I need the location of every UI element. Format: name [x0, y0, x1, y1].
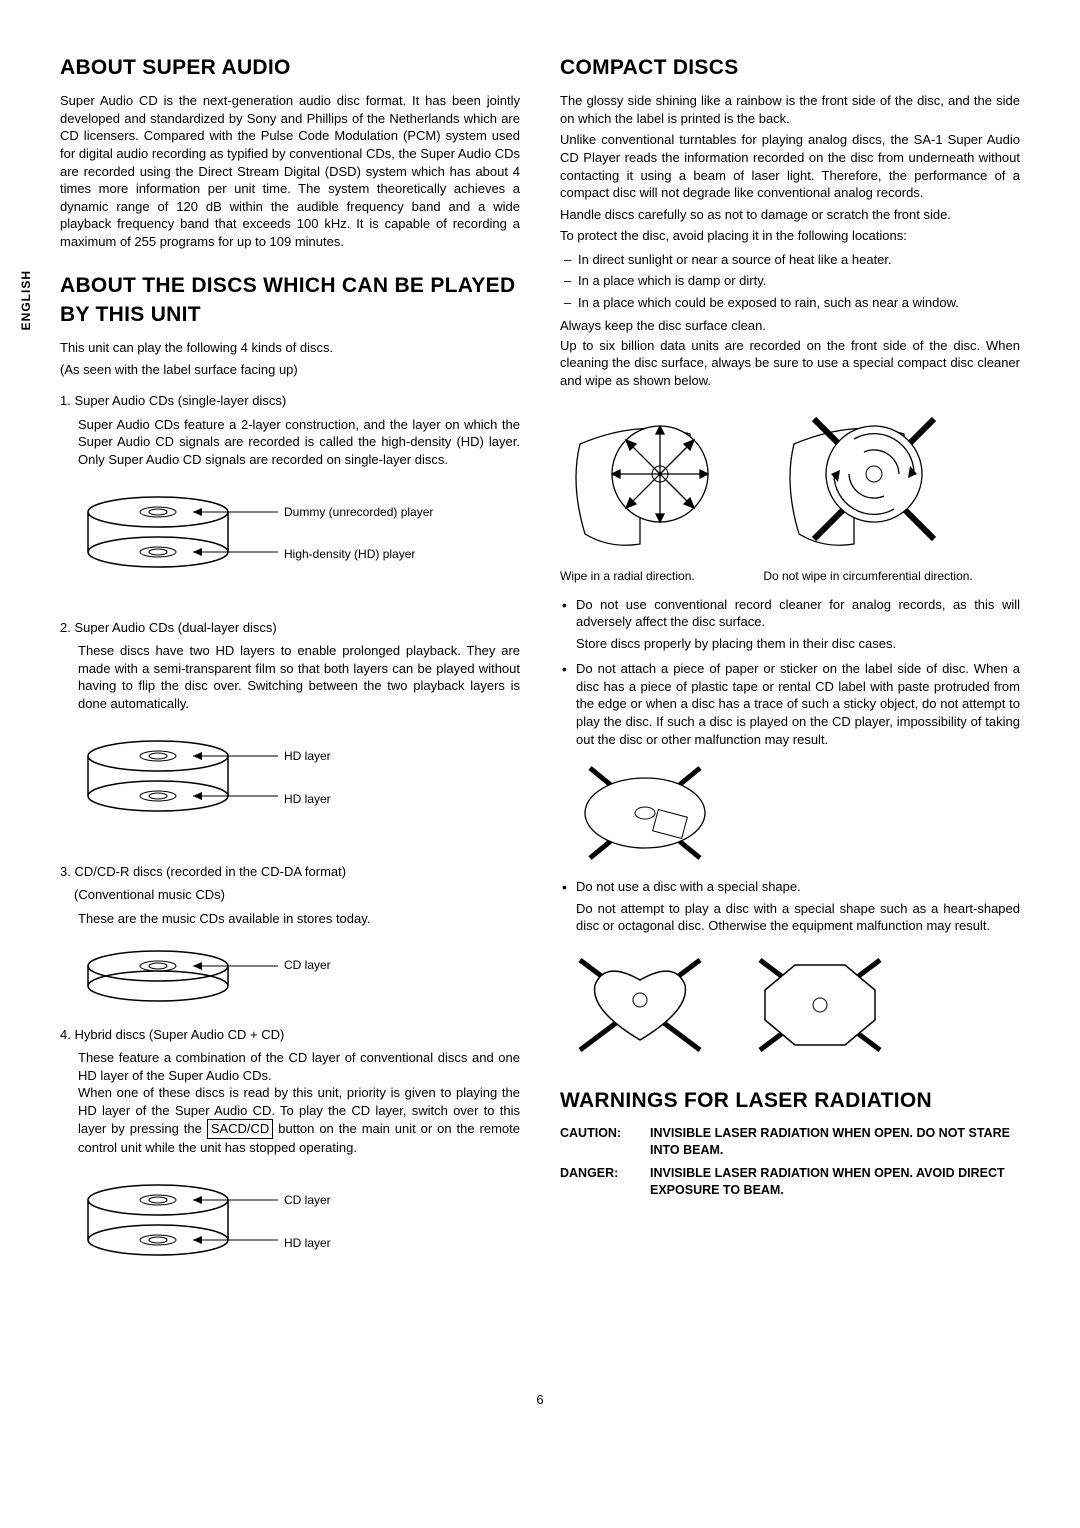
disc-3-body: These are the music CDs available in sto… — [78, 910, 520, 928]
disc-4-label-2-text: HD layer — [284, 1235, 464, 1251]
danger-label: DANGER: — [560, 1165, 650, 1199]
laser-warnings-section: WARNINGS FOR LASER RADIATION CAUTION: IN… — [560, 1087, 1020, 1199]
about-super-audio-text: Super Audio CD is the next-generation au… — [60, 92, 520, 250]
language-tab: ENGLISH — [18, 270, 34, 330]
disc-3-subtitle: (Conventional music CDs) — [74, 886, 520, 904]
avoid-3: In a place which could be exposed to rai… — [564, 294, 1020, 312]
avoid-locations-list: In direct sunlight or near a source of h… — [564, 251, 1020, 312]
disc-type-1: 1. Super Audio CDs (single-layer discs) … — [60, 392, 520, 641]
disc-type-3: 3. CD/CD-R discs (recorded in the CD-DA … — [60, 863, 520, 1028]
disc-2-diagram: HD layer HD layer — [78, 726, 520, 884]
disc-1-body: Super Audio CDs feature a 2-layer constr… — [78, 416, 520, 469]
wipe-captions: Wipe in a radial direction. Do not wipe … — [560, 568, 1020, 584]
cd-p2: Unlike conventional turntables for playi… — [560, 131, 1020, 201]
cd-p3: Handle discs carefully so as not to dama… — [560, 206, 1020, 224]
about-discs-section: ABOUT THE DISCS WHICH CAN BE PLAYED BY T… — [60, 272, 520, 1328]
about-super-audio-heading: ABOUT SUPER AUDIO — [60, 54, 520, 82]
disc-2-title: 2. Super Audio CDs (dual-layer discs) — [60, 619, 520, 637]
disc-4-label-1-text: CD layer — [284, 1192, 464, 1208]
cd-p4: To protect the disc, avoid placing it in… — [560, 227, 1020, 245]
disc-4-title: 4. Hybrid discs (Super Audio CD + CD) — [60, 1026, 520, 1044]
wipe-correct-icon — [560, 404, 750, 554]
wipe-caption-1: Wipe in a radial direction. — [560, 568, 743, 584]
disc-4-body-1: These feature a combination of the CD la… — [78, 1049, 520, 1084]
disc-1-label-1-text: Dummy (unrecorded) player — [284, 504, 464, 520]
about-discs-heading: ABOUT THE DISCS WHICH CAN BE PLAYED BY T… — [60, 272, 520, 329]
disc-3-label-1-text: CD layer — [284, 957, 464, 973]
sacd-cd-button-label: SACD/CD — [207, 1119, 274, 1139]
danger-row: DANGER: INVISIBLE LASER RADIATION WHEN O… — [560, 1165, 1020, 1199]
disc-2-body: These discs have two HD layers to enable… — [78, 642, 520, 712]
laser-warnings-heading: WARNINGS FOR LASER RADIATION — [560, 1087, 1020, 1115]
compact-discs-heading: COMPACT DISCS — [560, 54, 1020, 82]
wipe-caption-2: Do not wipe in circumferential direction… — [763, 568, 1020, 584]
octagon-disc-cross-icon — [760, 960, 880, 1050]
caution-text: INVISIBLE LASER RADIATION WHEN OPEN. DO … — [650, 1125, 1020, 1159]
disc-4-body-2: When one of these discs is read by this … — [78, 1084, 520, 1156]
disc-3-diagram: CD layer — [78, 941, 520, 1027]
disc-shape-bullet: Do not use a disc with a special shape. … — [560, 878, 1020, 935]
right-column: COMPACT DISCS The glossy side shining li… — [560, 40, 1020, 1351]
caution-label: CAUTION: — [560, 1125, 650, 1159]
compact-discs-section: COMPACT DISCS The glossy side shining li… — [560, 54, 1020, 1065]
caution-row: CAUTION: INVISIBLE LASER RADIATION WHEN … — [560, 1125, 1020, 1159]
disc-2-label-1-text: HD layer — [284, 748, 464, 764]
about-super-audio-section: ABOUT SUPER AUDIO Super Audio CD is the … — [60, 54, 520, 250]
heart-disc-cross-icon — [580, 960, 700, 1050]
disc-care-bullets: Do not use conventional record cleaner f… — [560, 596, 1020, 748]
always-clean: Always keep the disc surface clean. — [560, 317, 1020, 335]
disc-1-title: 1. Super Audio CDs (single-layer discs) — [60, 392, 520, 410]
cd-p5: Up to six billion data units are recorde… — [560, 337, 1020, 390]
disc-type-4: 4. Hybrid discs (Super Audio CD + CD) Th… — [60, 1026, 520, 1329]
disc-type-2: 2. Super Audio CDs (dual-layer discs) Th… — [60, 619, 520, 885]
avoid-2: In a place which is damp or dirty. — [564, 272, 1020, 290]
disc-2-label-2-text: HD layer — [284, 791, 464, 807]
disc-4-diagram: CD layer HD layer — [78, 1170, 520, 1328]
bullet-3b: Do not attempt to play a disc with a spe… — [576, 900, 1020, 935]
avoid-1: In direct sunlight or near a source of h… — [564, 251, 1020, 269]
disc-1-label-2-text: High-density (HD) player — [284, 546, 464, 562]
shape-diagrams — [560, 945, 1020, 1065]
left-column: ABOUT SUPER AUDIO Super Audio CD is the … — [60, 40, 520, 1351]
bullet-2: Do not attach a piece of paper or sticke… — [560, 660, 1020, 748]
bullet-1b: Store discs properly by placing them in … — [576, 635, 1020, 653]
bullet-1a: Do not use conventional record cleaner f… — [576, 597, 1020, 630]
two-column-layout: ABOUT SUPER AUDIO Super Audio CD is the … — [60, 40, 1020, 1351]
about-discs-intro-2: (As seen with the label surface facing u… — [60, 361, 520, 379]
about-discs-intro-1: This unit can play the following 4 kinds… — [60, 339, 520, 357]
bullet-3a: Do not use a disc with a special shape. — [576, 879, 801, 894]
sticker-cross-icon — [560, 758, 730, 868]
cd-p1: The glossy side shining like a rainbow i… — [560, 92, 1020, 127]
wipe-wrong-icon — [774, 404, 984, 554]
bullet-3: Do not use a disc with a special shape. … — [560, 878, 1020, 935]
sticker-diagram — [560, 758, 1020, 868]
bullet-1: Do not use conventional record cleaner f… — [560, 596, 1020, 653]
danger-text: INVISIBLE LASER RADIATION WHEN OPEN. AVO… — [650, 1165, 1020, 1199]
page-number: 6 — [60, 1391, 1020, 1409]
wipe-diagrams — [560, 404, 1020, 554]
disc-3-title: 3. CD/CD-R discs (recorded in the CD-DA … — [60, 863, 520, 881]
disc-1-diagram: Dummy (unrecorded) player High-density (… — [78, 482, 520, 640]
